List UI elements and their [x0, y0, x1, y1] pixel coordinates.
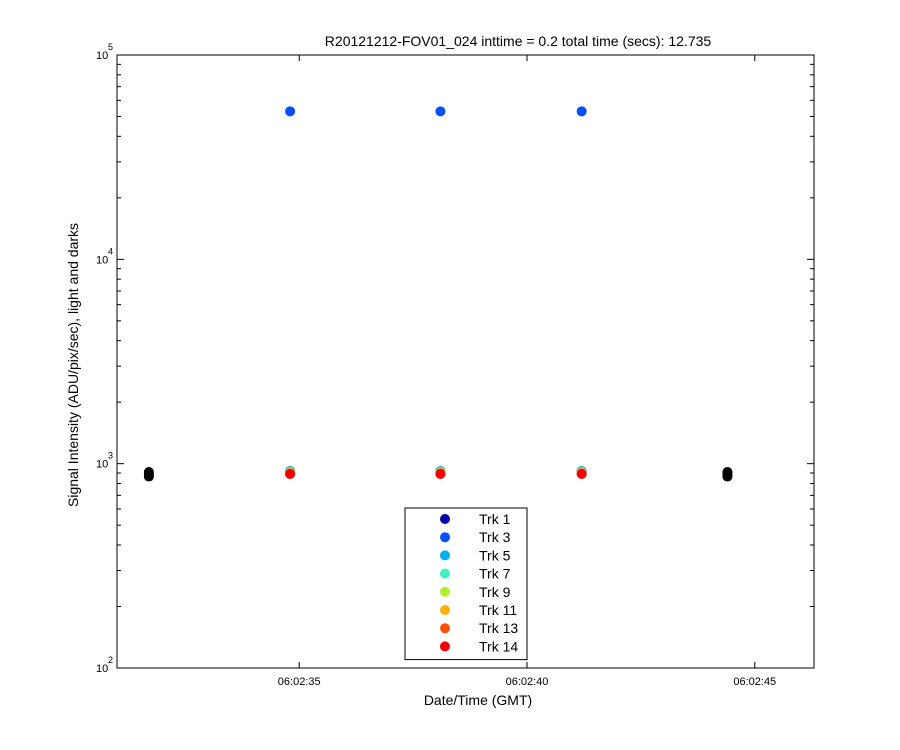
y-tick-exponent: 2 — [108, 655, 113, 665]
legend-marker-trk-5 — [440, 550, 450, 561]
y-tick-label: 103 — [96, 451, 113, 471]
legend-box — [404, 507, 528, 661]
x-tick-label: 06:02:40 — [506, 676, 549, 688]
legend-label-trk-5: Trk 5 — [479, 547, 511, 563]
y-tick-exponent: 3 — [108, 451, 113, 461]
y-tick-exponent: 5 — [108, 42, 113, 52]
legend-marker-trk-7 — [440, 568, 450, 579]
legend-label-trk-7: Trk 7 — [479, 566, 511, 582]
y-tick-base: 10 — [96, 459, 108, 471]
legend-marker-trk-1 — [440, 514, 450, 524]
y-tick-label: 105 — [96, 42, 113, 62]
legend-marker-trk-14 — [440, 641, 450, 652]
data-points — [143, 106, 733, 482]
point-trk-3 — [435, 106, 446, 117]
dark-point — [143, 471, 154, 482]
legend-marker-trk-9 — [440, 586, 450, 597]
y-tick-label: 104 — [96, 246, 113, 266]
chart-title: R20121212-FOV01_024 inttime = 0.2 total … — [325, 33, 712, 49]
legend-label-trk-11: Trk 11 — [479, 602, 517, 618]
point-trk-3 — [285, 106, 296, 117]
y-axis-label: Signal Intensity (ADU/pix/sec), light an… — [65, 223, 81, 507]
plot-frame — [116, 54, 815, 669]
dark-point — [722, 471, 733, 482]
legend: Trk 1 Trk 3 Trk 5 Trk 7 Trk 9 Trk 11 Trk 13 Trk… — [404, 507, 528, 661]
y-tick-base: 10 — [96, 254, 108, 266]
point-trk-3 — [576, 106, 587, 117]
y-tick-label: 102 — [96, 655, 113, 675]
legend-marker-trk-3 — [440, 532, 450, 543]
point-trk-14 — [435, 469, 446, 480]
legend-marker-trk-11 — [440, 605, 450, 615]
legend-marker-trk-13 — [440, 623, 450, 634]
x-axis-label: Date/Time (GMT) — [424, 692, 532, 708]
y-tick-exponent: 4 — [108, 246, 113, 256]
y-tick-base: 10 — [96, 50, 108, 62]
legend-label-trk-1: Trk 1 — [479, 511, 511, 527]
legend-label-trk-9: Trk 9 — [479, 584, 511, 600]
legend-label-trk-14: Trk 14 — [479, 638, 518, 654]
x-tick-label: 06:02:35 — [278, 676, 321, 688]
point-trk-14 — [576, 469, 587, 480]
legend-label-trk-13: Trk 13 — [479, 620, 518, 636]
legend-label-trk-3: Trk 3 — [479, 529, 511, 545]
y-tick-base: 10 — [96, 663, 108, 675]
point-trk-14 — [285, 469, 296, 480]
x-tick-label: 06:02:45 — [733, 676, 776, 688]
